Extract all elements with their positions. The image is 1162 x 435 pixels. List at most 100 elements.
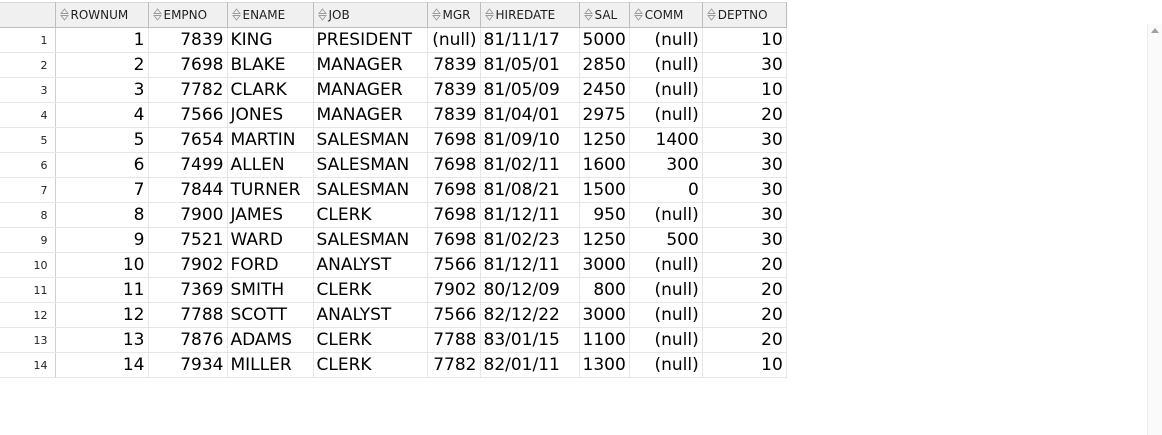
cell-job[interactable]: CLERK	[313, 327, 428, 353]
cell-ename[interactable]: MILLER	[227, 352, 314, 378]
cell-empno[interactable]: 7900	[148, 202, 228, 228]
cell-hiredate[interactable]: 81/09/10	[480, 127, 580, 153]
cell-hiredate[interactable]: 81/02/11	[480, 152, 580, 178]
row-number-cell[interactable]: 14	[0, 352, 56, 378]
cell-mgr[interactable]: 7839	[427, 77, 481, 103]
cell-ename[interactable]: CLARK	[227, 77, 314, 103]
cell-comm[interactable]: (null)	[629, 277, 703, 303]
sort-toggle-icon[interactable]	[706, 8, 716, 21]
cell-hiredate[interactable]: 81/04/01	[480, 102, 580, 128]
cell-rownum[interactable]: 9	[55, 227, 149, 253]
table-row[interactable]: 2 2 7698 BLAKE MANAGER 7839 81/05/01 2850 (null)…	[0, 52, 787, 78]
cell-comm[interactable]: (null)	[629, 327, 703, 353]
table-row[interactable]: 3 3 7782 CLARK MANAGER 7839 81/05/09 2450 (null)…	[0, 77, 787, 103]
cell-empno[interactable]: 7698	[148, 52, 228, 78]
cell-hiredate[interactable]: 82/01/11	[480, 352, 580, 378]
column-header-deptno[interactable]: DEPTNO	[701, 2, 787, 28]
scroll-up-arrow-icon[interactable]	[1151, 28, 1159, 33]
cell-empno[interactable]: 7839	[148, 27, 228, 53]
row-number-cell[interactable]: 3	[0, 77, 56, 103]
row-number-cell[interactable]: 7	[0, 177, 56, 203]
cell-job[interactable]: ANALYST	[313, 302, 428, 328]
sort-toggle-icon[interactable]	[431, 8, 441, 21]
column-header-hiredate[interactable]: HIREDATE	[479, 2, 580, 28]
cell-empno[interactable]: 7902	[148, 252, 228, 278]
cell-rownum[interactable]: 14	[55, 352, 149, 378]
cell-deptno[interactable]: 20	[702, 327, 787, 353]
cell-ename[interactable]: SCOTT	[227, 302, 314, 328]
cell-mgr[interactable]: 7698	[427, 152, 481, 178]
cell-rownum[interactable]: 4	[55, 102, 149, 128]
cell-rownum[interactable]: 8	[55, 202, 149, 228]
cell-comm[interactable]: 500	[629, 227, 703, 253]
column-header-mgr[interactable]: MGR	[426, 2, 481, 28]
cell-comm[interactable]: (null)	[629, 302, 703, 328]
cell-job[interactable]: PRESIDENT	[313, 27, 428, 53]
table-row[interactable]: 4 4 7566 JONES MANAGER 7839 81/04/01 2975 (null)…	[0, 102, 787, 128]
cell-sal[interactable]: 2450	[579, 77, 630, 103]
cell-deptno[interactable]: 10	[702, 352, 787, 378]
cell-comm[interactable]: 300	[629, 152, 703, 178]
cell-mgr[interactable]: (null)	[427, 27, 481, 53]
cell-empno[interactable]: 7566	[148, 102, 228, 128]
table-row[interactable]: 6 6 7499 ALLEN SALESMAN 7698 81/02/11 1600 300 30	[0, 152, 787, 178]
row-number-cell[interactable]: 13	[0, 327, 56, 353]
cell-job[interactable]: CLERK	[313, 352, 428, 378]
row-number-cell[interactable]: 5	[0, 127, 56, 153]
cell-hiredate[interactable]: 81/12/11	[480, 252, 580, 278]
cell-sal[interactable]: 800	[579, 277, 630, 303]
row-number-cell[interactable]: 10	[0, 252, 56, 278]
cell-hiredate[interactable]: 81/12/11	[480, 202, 580, 228]
cell-mgr[interactable]: 7902	[427, 277, 481, 303]
cell-empno[interactable]: 7876	[148, 327, 228, 353]
table-row[interactable]: 14 14 7934 MILLER CLERK 7782 82/01/11 1300 (null…	[0, 352, 787, 378]
cell-mgr[interactable]: 7698	[427, 127, 481, 153]
cell-ename[interactable]: TURNER	[227, 177, 314, 203]
cell-comm[interactable]: (null)	[629, 252, 703, 278]
cell-job[interactable]: SALESMAN	[313, 227, 428, 253]
cell-rownum[interactable]: 13	[55, 327, 149, 353]
cell-rownum[interactable]: 1	[55, 27, 149, 53]
cell-deptno[interactable]: 30	[702, 227, 787, 253]
cell-deptno[interactable]: 30	[702, 127, 787, 153]
cell-empno[interactable]: 7521	[148, 227, 228, 253]
cell-hiredate[interactable]: 81/05/01	[480, 52, 580, 78]
cell-mgr[interactable]: 7782	[427, 352, 481, 378]
sort-toggle-icon[interactable]	[231, 8, 241, 21]
cell-deptno[interactable]: 30	[702, 152, 787, 178]
cell-deptno[interactable]: 30	[702, 52, 787, 78]
cell-deptno[interactable]: 20	[702, 277, 787, 303]
column-header-job[interactable]: JOB	[312, 2, 428, 28]
cell-job[interactable]: SALESMAN	[313, 152, 428, 178]
cell-mgr[interactable]: 7566	[427, 252, 481, 278]
cell-rownum[interactable]: 3	[55, 77, 149, 103]
cell-rownum[interactable]: 12	[55, 302, 149, 328]
cell-comm[interactable]: (null)	[629, 77, 703, 103]
cell-sal[interactable]: 1100	[579, 327, 630, 353]
cell-job[interactable]: MANAGER	[313, 77, 428, 103]
row-number-cell[interactable]: 6	[0, 152, 56, 178]
row-number-cell[interactable]: 8	[0, 202, 56, 228]
cell-comm[interactable]: (null)	[629, 202, 703, 228]
sort-toggle-icon[interactable]	[317, 8, 327, 21]
cell-job[interactable]: MANAGER	[313, 52, 428, 78]
cell-hiredate[interactable]: 81/02/23	[480, 227, 580, 253]
cell-sal[interactable]: 1300	[579, 352, 630, 378]
cell-mgr[interactable]: 7566	[427, 302, 481, 328]
sort-toggle-icon[interactable]	[583, 8, 593, 21]
cell-sal[interactable]: 3000	[579, 252, 630, 278]
cell-ename[interactable]: ADAMS	[227, 327, 314, 353]
cell-ename[interactable]: MARTIN	[227, 127, 314, 153]
cell-empno[interactable]: 7934	[148, 352, 228, 378]
cell-deptno[interactable]: 30	[702, 202, 787, 228]
table-row[interactable]: 8 8 7900 JAMES CLERK 7698 81/12/11 950 (null) 30	[0, 202, 787, 228]
cell-hiredate[interactable]: 81/11/17	[480, 27, 580, 53]
sort-toggle-icon[interactable]	[633, 8, 643, 21]
row-number-cell[interactable]: 1	[0, 27, 56, 53]
cell-sal[interactable]: 3000	[579, 302, 630, 328]
row-number-cell[interactable]: 2	[0, 52, 56, 78]
cell-comm[interactable]: (null)	[629, 352, 703, 378]
cell-rownum[interactable]: 2	[55, 52, 149, 78]
cell-job[interactable]: MANAGER	[313, 102, 428, 128]
vertical-scrollbar[interactable]	[1147, 24, 1162, 435]
